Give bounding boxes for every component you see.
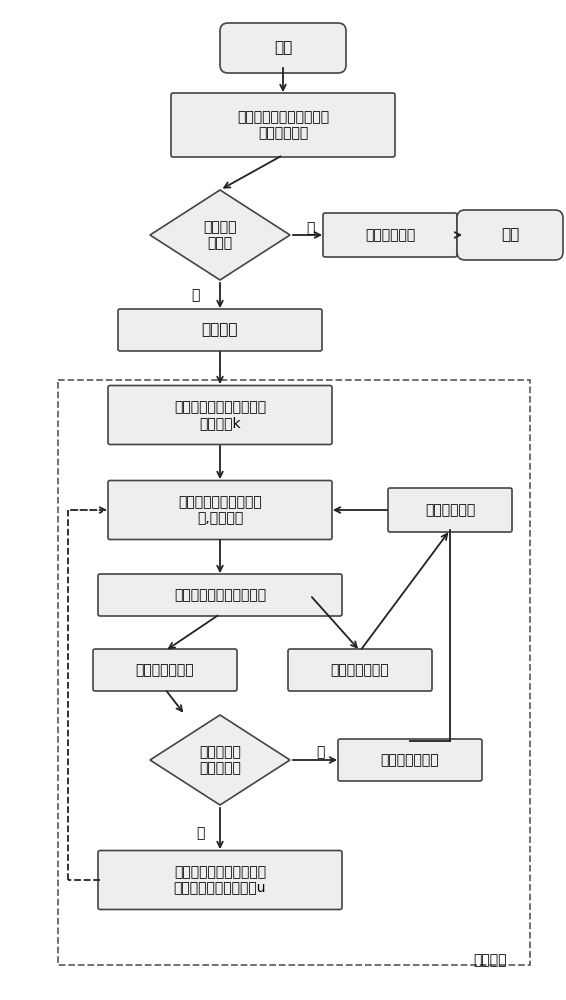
Text: 执行链表并计数: 执行链表并计数 [136, 663, 194, 677]
Text: 排队长超过
设定阈值？: 排队长超过 设定阈值？ [199, 745, 241, 775]
Text: 调度效能评估: 调度效能评估 [365, 228, 415, 242]
Text: 开始: 开始 [274, 40, 292, 55]
Text: 服务效率计算: 服务效率计算 [425, 503, 475, 517]
Text: 任务到达: 任务到达 [201, 322, 238, 338]
Text: 根据先验知识与条件计算
服务系统参数: 根据先验知识与条件计算 服务系统参数 [237, 110, 329, 140]
FancyBboxPatch shape [108, 481, 332, 540]
Text: 是: 是 [306, 221, 314, 235]
Text: 是: 是 [196, 826, 204, 840]
Polygon shape [150, 715, 290, 805]
Bar [58, 380, 530, 965]
FancyBboxPatch shape [288, 649, 432, 691]
Text: 遍历判断任务是否可执行: 遍历判断任务是否可执行 [174, 588, 266, 602]
Text: 执行任务并计数: 执行任务并计数 [381, 753, 439, 767]
FancyBboxPatch shape [220, 23, 346, 73]
FancyBboxPatch shape [118, 309, 322, 351]
FancyBboxPatch shape [171, 93, 395, 157]
Text: 调整调度间隔，载入任
务,生成序列: 调整调度间隔，载入任 务,生成序列 [178, 495, 262, 525]
FancyBboxPatch shape [457, 210, 563, 260]
Text: 对任务动态排序，并统计
排队队长k: 对任务动态排序，并统计 排队队长k [174, 400, 266, 430]
Text: 任务全部
完成？: 任务全部 完成？ [203, 220, 237, 250]
FancyBboxPatch shape [323, 213, 457, 257]
FancyBboxPatch shape [98, 574, 342, 616]
Text: 删除链表并计数: 删除链表并计数 [331, 663, 389, 677]
FancyBboxPatch shape [108, 385, 332, 444]
FancyBboxPatch shape [93, 649, 237, 691]
Text: 动态平衡: 动态平衡 [473, 953, 507, 967]
Text: 调整资源，并调整下一调
度间隔，改变服务效率u: 调整资源，并调整下一调 度间隔，改变服务效率u [174, 865, 266, 895]
FancyBboxPatch shape [98, 850, 342, 910]
Text: 结束: 结束 [501, 228, 519, 242]
FancyBboxPatch shape [338, 739, 482, 781]
Polygon shape [150, 190, 290, 280]
Text: 否: 否 [191, 288, 199, 302]
FancyBboxPatch shape [388, 488, 512, 532]
Text: 否: 否 [316, 745, 324, 759]
